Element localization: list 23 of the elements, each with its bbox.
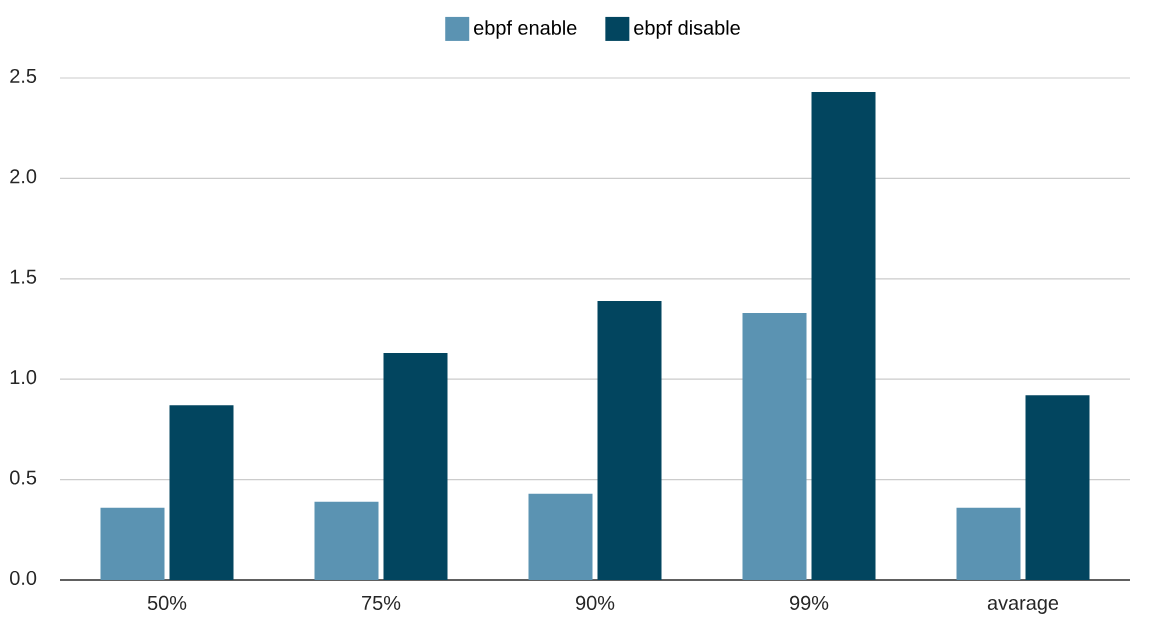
- bar: [528, 493, 593, 580]
- bar: [597, 300, 662, 580]
- legend-label: ebpf disable: [634, 20, 740, 39]
- bar: [956, 507, 1021, 580]
- y-tick-label: 1.0: [10, 370, 37, 385]
- x-tick-label: 90%: [576, 595, 615, 610]
- x-tick-label: 75%: [362, 595, 401, 610]
- x-tick-label: 99%: [790, 595, 829, 610]
- y-tick-label: 1.5: [10, 269, 37, 284]
- y-tick-label: 2.5: [10, 68, 37, 83]
- bar: [169, 405, 234, 580]
- y-tick-label: 0.0: [10, 570, 37, 585]
- y-tick-label: 0.5: [10, 470, 37, 485]
- bar: [742, 312, 807, 580]
- bar: [1025, 395, 1090, 580]
- bar: [100, 507, 165, 580]
- y-tick-label: 2.0: [10, 169, 37, 184]
- bar: [314, 501, 379, 580]
- x-tick-label: 50%: [147, 595, 187, 610]
- bar: [811, 92, 876, 580]
- bar: [383, 353, 448, 580]
- x-tick-label: avarage: [987, 599, 1059, 614]
- legend-label: ebpf enable: [474, 20, 577, 39]
